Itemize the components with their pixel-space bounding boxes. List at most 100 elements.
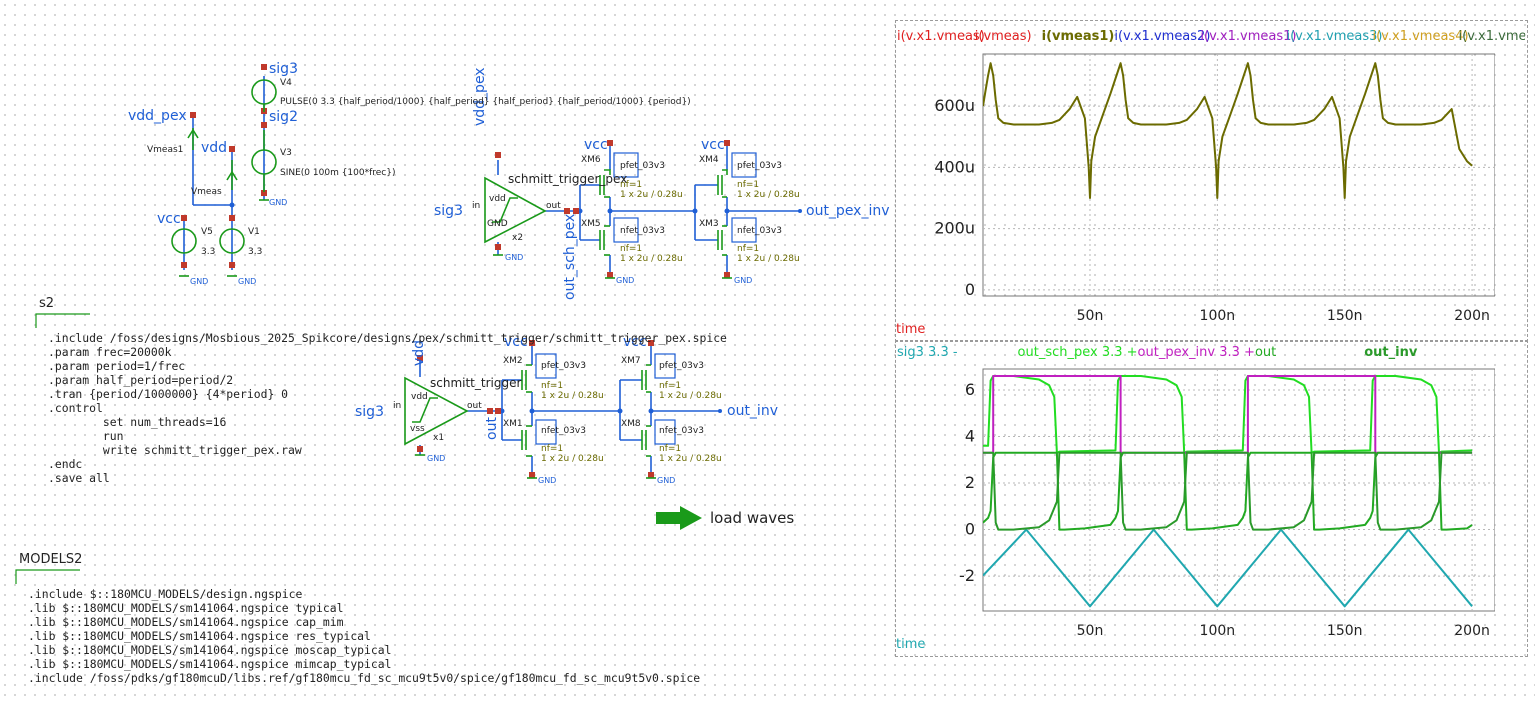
y-tick-label: 400u (934, 157, 975, 176)
code-line: .tran {period/1000000} {4*period} 0 (48, 387, 289, 401)
xm3-size: 1 x 2u / 0.28u (737, 254, 800, 264)
bottom-waveform-panel[interactable] (895, 340, 1528, 657)
gnd-label: GND (190, 277, 209, 286)
gnd-label: GND (616, 276, 635, 285)
y-tick-label: 6 (965, 380, 975, 399)
schematic-canvas[interactable]: sig3 sig2 vdd_pex vdd vcc Vmeas1 Vmeas s… (0, 0, 893, 703)
top-plot-xlabel: time (896, 322, 926, 337)
legend-entry[interactable]: sig3 3.3 - (897, 345, 958, 360)
xm4-size: 1 x 2u / 0.28u (737, 190, 800, 200)
legend-entry[interactable]: i(v.x1.vmeas4) (1372, 29, 1469, 43)
xm1-size: 1 x 2u / 0.28u (541, 454, 604, 464)
series-line-out-inv[interactable] (983, 451, 1473, 531)
xm5-model: nfet_03v3 (620, 226, 665, 236)
top-waveform-panel[interactable] (895, 20, 1528, 342)
y-tick-label: 0 (965, 520, 975, 539)
net-label-sig3-top: sig3 (269, 61, 298, 77)
model-line: .lib $::180MCU_MODELS/sm141064.ngspice c… (28, 615, 344, 629)
xm2-label: XM2 (503, 356, 523, 366)
x-tick-label: 50n (1077, 308, 1104, 324)
spice-models-block[interactable]: .include $::180MCU_MODELS/design.ngspice… (28, 587, 700, 685)
schematic-wires (15, 64, 802, 584)
s2-block-label[interactable]: s2 (39, 296, 55, 311)
xm8-model: nfet_03v3 (659, 426, 704, 436)
model-line: .lib $::180MCU_MODELS/sm141064.ngspice t… (28, 601, 344, 615)
net-label-vcc-xm6: vcc (584, 137, 608, 153)
model-line: .include $::180MCU_MODELS/design.ngspice (28, 587, 303, 601)
y-tick-label: 2 (965, 473, 975, 492)
legend-entry[interactable]: out_inv (1364, 345, 1418, 360)
gnd-label: GND (538, 476, 557, 485)
bottom-plot-xlabel: time (896, 637, 926, 652)
load-waves-button[interactable]: load waves (710, 509, 795, 527)
legend-entry[interactable]: out_pex_inv 3.3 + (1137, 345, 1255, 360)
xm7-size: 1 x 2u / 0.28u (659, 391, 722, 401)
top-current-chart[interactable]: 50n 100n 150n 200n 0 200u 400u 600u (915, 40, 1495, 330)
legend-entry[interactable]: i(v.x1.vmeas5) (1458, 29, 1525, 43)
gnd-label: GND (505, 253, 524, 262)
models-block-label[interactable]: MODELS2 (19, 552, 83, 567)
model-line: .lib $::180MCU_MODELS/sm141064.ngspice m… (28, 657, 392, 671)
x1-vss-pin: vss (410, 424, 425, 434)
code-line: .save all (48, 471, 110, 485)
xm6-nf: nf=1 (620, 180, 643, 190)
x2-title[interactable]: schmitt_trigger_pex (508, 172, 628, 186)
gnd-label: GND (657, 476, 676, 485)
x2-out-pin: out (546, 201, 561, 211)
series-line-out[interactable] (983, 451, 1473, 531)
x1-out-pin: out (467, 401, 482, 411)
x2-in-pin: in (472, 201, 481, 211)
xm6-size: 1 x 2u / 0.28u (620, 190, 683, 200)
code-line: .param half_period=period/2 (48, 373, 234, 387)
bottom-voltage-chart[interactable]: 50n 100n 150n 200n -2 0 2 4 6 (915, 355, 1495, 645)
x1-in-pin: in (393, 401, 402, 411)
net-label-vdd: vdd (201, 140, 228, 156)
net-label-out-sch-pex: out_sch_pex (562, 213, 578, 300)
xm7-nf: nf=1 (659, 381, 682, 391)
series-line-i-vmeas1-[interactable] (983, 62, 1473, 199)
net-label-vcc-xm4: vcc (701, 137, 725, 153)
code-line: .include /foss/designs/Mosbious_2025_Spi… (48, 331, 727, 345)
v4-value: PULSE(0 3.3 {half_period/1000} {half_per… (280, 97, 691, 107)
load-waves-arrow-icon (656, 506, 702, 530)
x1-instance: x1 (433, 433, 445, 443)
spice-control-block[interactable]: .include /foss/designs/Mosbious_2025_Spi… (48, 331, 727, 485)
net-label-sig3-lower: sig3 (355, 404, 384, 420)
net-label-out-inv: out_inv (727, 403, 778, 419)
x-tick-label: 100n (1200, 308, 1236, 324)
gnd-label: GND (269, 198, 288, 207)
model-line: .lib $::180MCU_MODELS/sm141064.ngspice r… (28, 629, 371, 643)
legend-entry[interactable]: i(vmeas) (974, 29, 1032, 43)
xm7-label: XM7 (621, 356, 641, 366)
gnd-label: GND (734, 276, 753, 285)
xm2-nf: nf=1 (541, 381, 564, 391)
v1-name: V1 (248, 227, 260, 237)
x-tick-label: 150n (1327, 623, 1363, 639)
xm8-nf: nf=1 (659, 444, 682, 454)
code-line: run (48, 429, 124, 443)
legend-entry[interactable]: out_sch_pex 3.3 + (1017, 345, 1138, 360)
plot-frame (982, 368, 1495, 612)
code-line: .control (48, 401, 103, 415)
vmeas-label: Vmeas (191, 187, 222, 197)
y-tick-label: 0 (965, 280, 975, 299)
v1-value: 3.3 (248, 247, 263, 257)
legend-entry[interactable]: i(v.x1.vmeas2) (1114, 29, 1211, 43)
xm6-label: XM6 (581, 155, 601, 165)
series-line-out-sch-pex[interactable] (983, 375, 1473, 454)
net-label-out-pex-inv: out_pex_inv (806, 203, 890, 219)
code-line: .param frec=20000k (48, 345, 172, 359)
x-tick-label: 50n (1077, 623, 1104, 639)
legend-entry[interactable]: i(v.x1.vmeas3) (1286, 29, 1383, 43)
net-label-vdd-pex: vdd_pex (128, 108, 187, 124)
x1-title[interactable]: schmitt_trigger (430, 376, 522, 390)
series-line-sig3[interactable] (983, 528, 1473, 608)
legend-entry[interactable]: out (1254, 345, 1277, 360)
legend-entry[interactable]: i(v.x1.vmeas) (897, 29, 985, 43)
xm3-nf: nf=1 (737, 244, 760, 254)
xm1-label: XM1 (503, 419, 523, 429)
legend-entry[interactable]: i(vmeas1) (1041, 29, 1115, 43)
x1-vdd-pin: vdd (411, 392, 428, 402)
xm7-model: pfet_03v3 (659, 361, 704, 371)
legend-entry[interactable]: i(v.x1.vmeas1) (1200, 29, 1297, 43)
